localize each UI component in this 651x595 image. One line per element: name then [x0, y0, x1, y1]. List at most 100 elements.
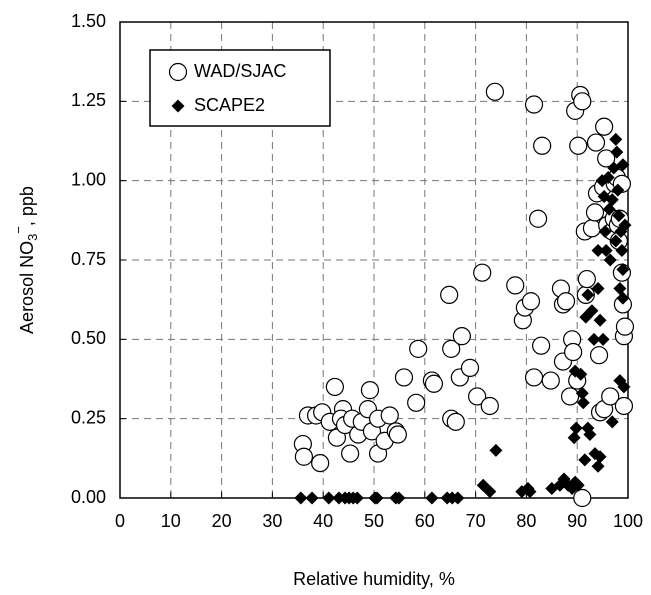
- circle-point: [409, 339, 428, 358]
- diamond-point: [575, 386, 589, 400]
- diamond-point: [578, 453, 592, 467]
- circle-point: [573, 92, 592, 111]
- x-tick-label: 70: [466, 511, 486, 531]
- diamond-point: [596, 332, 610, 346]
- legend-label: SCAPE2: [194, 95, 265, 115]
- diamond-point: [617, 380, 631, 394]
- legend-box: [149, 49, 331, 127]
- diamond-point: [609, 234, 623, 248]
- diamond-point: [574, 367, 588, 381]
- circle-point: [468, 387, 487, 406]
- circle-point: [541, 371, 560, 390]
- circle-point: [446, 412, 465, 431]
- y-tick-label: 0.25: [71, 407, 106, 427]
- diamond-point: [576, 396, 590, 410]
- y-tick-label: 0.00: [71, 487, 106, 507]
- diamond-point: [605, 193, 619, 207]
- circle-point: [524, 368, 544, 387]
- circle-point: [560, 387, 580, 406]
- x-tick-label: 60: [415, 511, 435, 531]
- diamond-point: [489, 443, 503, 457]
- diamond-point: [569, 421, 583, 435]
- diamond-point: [350, 491, 364, 505]
- diamond-point: [605, 415, 619, 429]
- diamond-point: [392, 491, 406, 505]
- diamond-point: [591, 282, 605, 296]
- x-tick-label: 30: [262, 511, 282, 531]
- circle-point: [424, 374, 444, 393]
- diamond-point: [615, 243, 629, 257]
- legend-marker: [171, 99, 185, 113]
- circle-point: [311, 453, 330, 473]
- circle-point: [582, 219, 602, 238]
- circle-point: [480, 396, 499, 416]
- circle-point: [577, 269, 596, 289]
- diamond-point: [603, 253, 617, 267]
- circle-point: [601, 387, 620, 406]
- diamond-point: [294, 491, 308, 505]
- diamond-point: [618, 218, 632, 232]
- diamond-point: [593, 313, 607, 327]
- circle-point: [533, 136, 552, 155]
- circle-point: [325, 377, 344, 397]
- x-tick-label: 90: [567, 511, 587, 531]
- diamond-point: [483, 485, 497, 499]
- x-tick-label: 0: [115, 511, 125, 531]
- diamond-point: [370, 491, 384, 505]
- diamond-point: [616, 291, 630, 305]
- diamond-point: [599, 243, 613, 257]
- diamond-point: [609, 132, 623, 146]
- diamond-point: [611, 183, 625, 197]
- diamond-point: [591, 459, 605, 473]
- diamond-point: [451, 491, 465, 505]
- diamond-point: [587, 332, 601, 346]
- circle-point: [380, 406, 399, 425]
- circle-point: [564, 342, 583, 362]
- y-tick-label: 0.75: [71, 249, 106, 269]
- circle-point: [524, 95, 544, 114]
- x-tick-label: 20: [212, 511, 232, 531]
- y-tick-label: 1.00: [71, 169, 106, 189]
- diamond-point: [616, 158, 630, 172]
- x-axis-label: Relative humidity, %: [293, 569, 455, 589]
- circle-point: [473, 263, 492, 282]
- diamond-point: [425, 491, 439, 505]
- y-tick-label: 1.50: [71, 11, 106, 31]
- legend-marker: [168, 62, 188, 82]
- circle-point: [506, 276, 525, 295]
- circle-point: [360, 381, 380, 400]
- diamond-point: [305, 491, 319, 505]
- circle-point: [341, 444, 360, 463]
- diamond-point: [567, 431, 581, 445]
- circle-point: [597, 149, 616, 168]
- y-label-suffix: , ppb: [17, 186, 37, 226]
- y-label-superscript: −: [11, 226, 26, 234]
- circle-point: [452, 327, 471, 346]
- circle-point: [521, 292, 541, 311]
- legend-label: WAD/SJAC: [194, 61, 286, 81]
- circle-point: [614, 396, 634, 416]
- x-tick-label: 50: [364, 511, 384, 531]
- circle-point: [556, 292, 576, 311]
- circle-point: [573, 488, 592, 508]
- y-tick-label: 0.50: [71, 328, 106, 348]
- circle-point: [615, 317, 635, 336]
- circle-point: [327, 428, 347, 447]
- circle-point: [388, 425, 407, 444]
- circle-point: [585, 203, 605, 222]
- circle-point: [460, 358, 480, 377]
- circle-point: [595, 117, 614, 136]
- circle-point: [442, 339, 461, 358]
- circle-point: [485, 82, 505, 101]
- diamond-point: [593, 450, 607, 464]
- y-axis-label: Aerosol NO3−, ppb: [11, 186, 40, 334]
- circle-point: [569, 136, 588, 155]
- diamond-point: [571, 478, 585, 492]
- diamond-point: [610, 145, 624, 159]
- diamond-point: [598, 224, 612, 238]
- x-tick-label: 80: [516, 511, 536, 531]
- diamond-point: [585, 304, 599, 318]
- legend: WAD/SJAC SCAPE2: [149, 49, 331, 127]
- circle-point: [440, 285, 459, 305]
